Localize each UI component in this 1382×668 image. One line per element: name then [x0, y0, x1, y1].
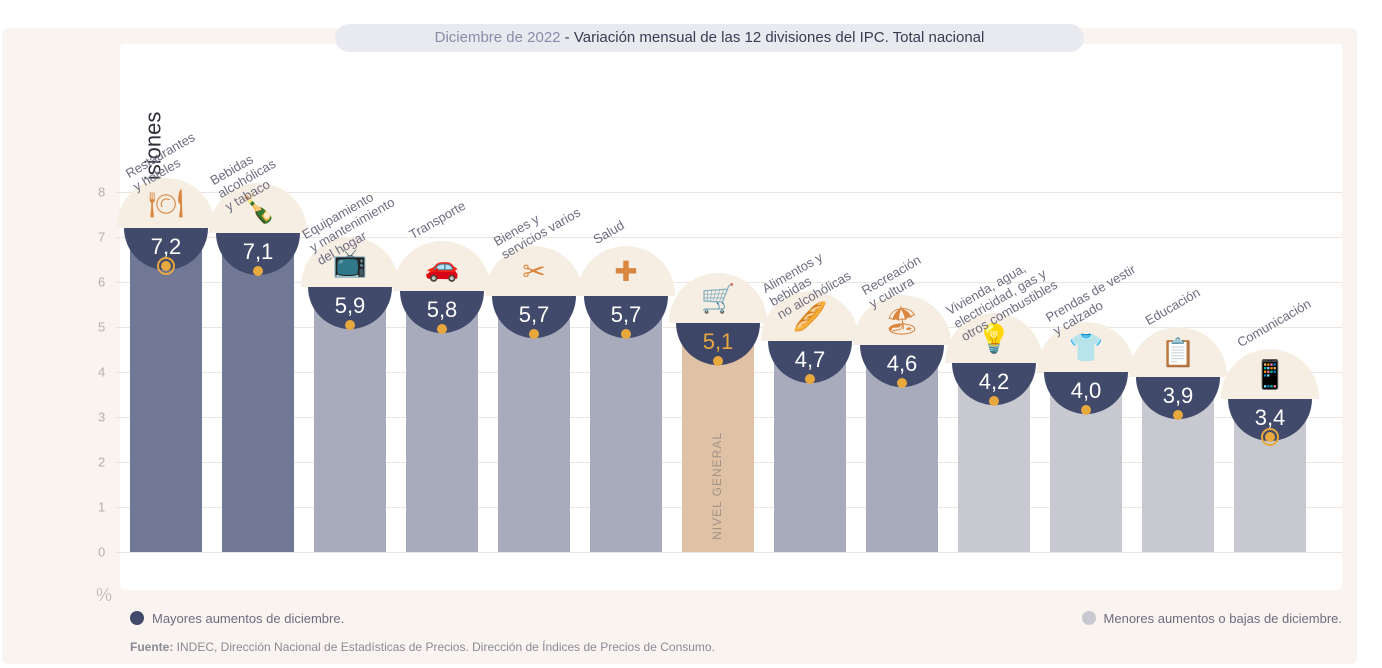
category-label: Transporte: [407, 198, 469, 242]
y-tick: 8: [98, 185, 105, 200]
legend-left-text: Mayores aumentos de diciembre.: [152, 611, 344, 626]
education-icon: 📋: [1136, 331, 1220, 375]
source-footer: Fuente: INDEC, Dirección Nacional de Est…: [130, 640, 1342, 654]
legend-left-bullet: [130, 611, 144, 625]
marker-dot: [805, 374, 815, 384]
chart-container: Diciembre de 2022 - Variación mensual de…: [0, 0, 1382, 668]
legend-right-text: Menores aumentos o bajas de diciembre.: [1104, 611, 1342, 626]
marker-dot: [161, 261, 171, 271]
bar-value: 4,7: [768, 347, 852, 373]
communication-icon: 📱: [1228, 353, 1312, 397]
nivel-general-label: NIVEL GENERAL: [710, 432, 724, 540]
bar-value: 3,9: [1136, 383, 1220, 409]
gridline: [116, 552, 1342, 553]
marker-dot: [1173, 410, 1183, 420]
source-label: Fuente:: [130, 640, 177, 654]
legend-right-bullet: [1082, 611, 1096, 625]
legend-right: Menores aumentos o bajas de diciembre.: [1082, 611, 1342, 626]
bar: [222, 233, 294, 553]
y-tick: 7: [98, 230, 105, 245]
bar-value: 5,1: [676, 329, 760, 355]
bar-value: 4,6: [860, 351, 944, 377]
y-tick: 2: [98, 455, 105, 470]
bar-value: 7,1: [216, 239, 300, 265]
bar-value: 4,2: [952, 369, 1036, 395]
marker-dot: [1081, 405, 1091, 415]
marker-dot: [345, 320, 355, 330]
marker-dot: [621, 329, 631, 339]
marker-dot: [437, 324, 447, 334]
y-tick: 3: [98, 410, 105, 425]
marker-dot: [713, 356, 723, 366]
y-tick: 6: [98, 275, 105, 290]
marker-dot: [253, 266, 263, 276]
title-rest: - Variación mensual de las 12 divisiones…: [561, 29, 985, 46]
marker-dot: [1265, 432, 1275, 442]
transport-icon: 🚗: [400, 245, 484, 289]
category-label: Salud: [591, 217, 627, 247]
y-tick: 5: [98, 320, 105, 335]
bar-value: 5,7: [584, 302, 668, 328]
bar-value: 5,8: [400, 297, 484, 323]
y-tick: 4: [98, 365, 105, 380]
health-icon: ✚: [584, 250, 668, 294]
bar: [130, 228, 202, 552]
bar-value: 5,7: [492, 302, 576, 328]
chart-title: Diciembre de 2022 - Variación mensual de…: [335, 24, 1084, 52]
plot-area: 012345678🍽7,2Restaurantes y hoteles🍾7,1B…: [116, 192, 1342, 552]
source-text: INDEC, Dirección Nacional de Estadística…: [177, 640, 715, 654]
y-tick: 0: [98, 545, 105, 560]
percent-symbol: %: [96, 585, 112, 606]
bar-value: 4,0: [1044, 378, 1128, 404]
category-label: Educación: [1143, 284, 1203, 327]
general-icon: 🛒: [676, 277, 760, 321]
marker-dot: [529, 329, 539, 339]
title-date: Diciembre de 2022: [435, 29, 561, 46]
marker-dot: [989, 396, 999, 406]
bar-value: 5,9: [308, 293, 392, 319]
y-tick: 1: [98, 500, 105, 515]
legend: Mayores aumentos de diciembre. Menores a…: [130, 611, 1342, 626]
marker-dot: [897, 378, 907, 388]
category-label: Comunicación: [1235, 296, 1314, 350]
